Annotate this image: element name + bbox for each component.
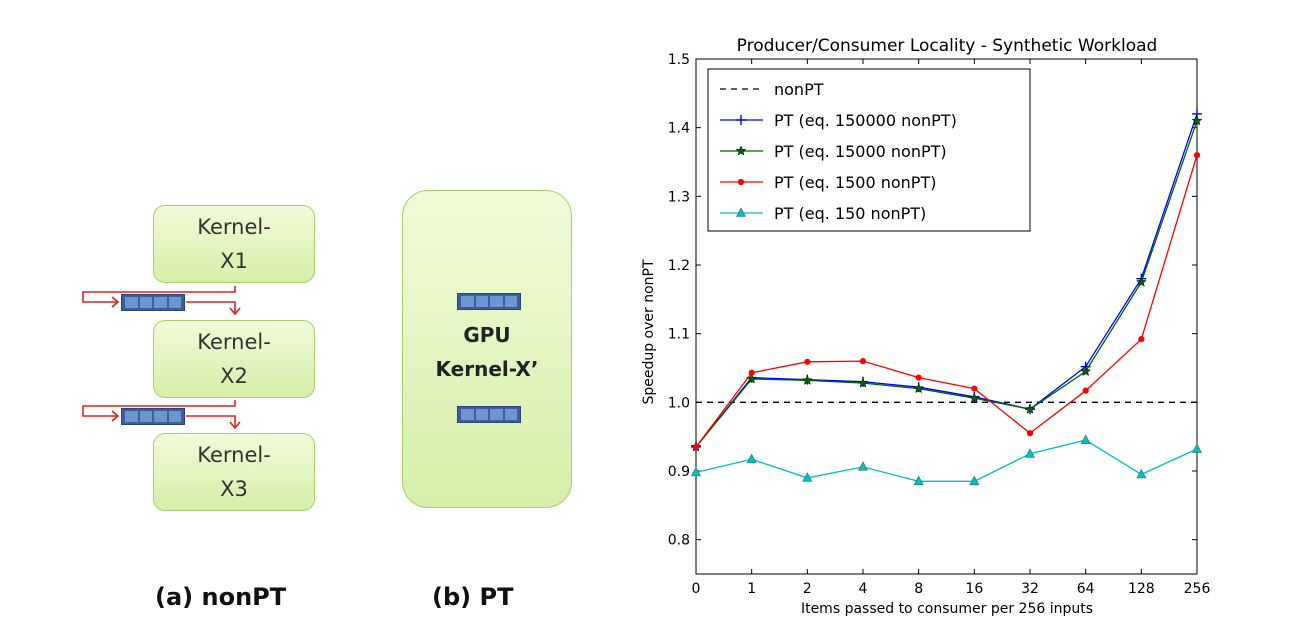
y-tick-label-4: 1.2 [668, 258, 690, 274]
series-4-point-6 [1025, 448, 1035, 458]
x-tick-label-5: 16 [965, 581, 983, 597]
y-tick-label-6: 1.4 [668, 121, 690, 137]
queue-x1-x2 [121, 294, 185, 311]
series-3-point-2 [804, 358, 811, 365]
kernel-x1-box: Kernel- X1 [153, 205, 315, 283]
arrow-x1-x2 [82, 286, 241, 316]
series-4-point-0 [691, 466, 701, 477]
x-tick-label-7: 64 [1077, 581, 1095, 597]
legend-marker-3 [737, 178, 745, 186]
arrow-x2-x3 [82, 400, 241, 430]
gpu-queue-bottom [457, 406, 521, 423]
gpu-kernel-label: GPU Kernel-X’ [435, 323, 539, 381]
series-2 [690, 115, 1203, 452]
y-tick-label-0: 0.8 [668, 533, 690, 549]
series-3-point-9 [1193, 152, 1201, 159]
diagram-panel: Kernel- X1 Kernel- X2 Kernel- X3 GPU Ker… [0, 0, 640, 638]
y-tick-label-7: 1.5 [668, 52, 690, 68]
series-2-point-5 [968, 392, 980, 403]
series-3-point-0 [692, 443, 700, 451]
series-3-point-4 [915, 374, 922, 381]
series-3-point-7 [1082, 387, 1089, 394]
y-tick-label-1: 0.9 [668, 464, 690, 480]
x-tick-label-4: 8 [914, 581, 923, 597]
legend-box [707, 68, 1031, 232]
series-3-point-8 [1138, 336, 1145, 343]
chart-title: Producer/Consumer Locality - Synthetic W… [737, 36, 1158, 56]
series-2-point-6 [1024, 403, 1036, 414]
caption-pt: (b) PT [432, 583, 514, 611]
x-tick-label-6: 32 [1021, 581, 1039, 597]
series-4 [691, 434, 1202, 486]
legend-marker-2 [735, 145, 747, 156]
series-4-point-4 [913, 475, 924, 486]
series-line-1 [695, 113, 1198, 448]
caption-nonpt: (a) nonPT [155, 583, 287, 611]
legend-entry-3: PT (eq. 1500 nonPT) [774, 173, 936, 192]
series-3-point-3 [859, 358, 867, 365]
series-3-point-5 [971, 385, 978, 392]
legend-marker-4 [736, 207, 746, 217]
x-axis-label: Items passed to consumer per 256 inputs [801, 601, 1093, 617]
series-2-point-9 [1191, 115, 1203, 126]
legend: nonPT PT (eq. 150000 nonPT) PT (eq. 15000 … [707, 68, 1031, 232]
series-2-point-8 [1135, 276, 1147, 287]
series-2-point-3 [857, 377, 869, 388]
series-2-point-2 [801, 374, 813, 385]
legend-entry-4: PT (eq. 150 nonPT) [774, 204, 926, 223]
legend-entry-1: PT (eq. 150000 nonPT) [774, 111, 957, 130]
x-tick-label-9: 256 [1184, 581, 1211, 597]
series-4-point-5 [969, 475, 980, 486]
y-tick-label-3: 1.1 [668, 327, 690, 343]
transfer-arrows [82, 286, 241, 430]
series-4-point-7 [1080, 434, 1091, 444]
kernel-x3-label: Kernel- X3 [197, 443, 271, 501]
series-4-point-9 [1192, 443, 1202, 453]
series-line-2 [695, 120, 1198, 448]
legend-marker-1 [736, 115, 746, 125]
series-2-point-4 [913, 382, 925, 394]
series-line-3 [695, 154, 1198, 448]
plot-frame [695, 58, 1198, 575]
kernel-x3-box: Kernel- X3 [153, 433, 315, 511]
legend-entry-2: PT (eq. 15000 nonPT) [774, 142, 947, 161]
y-tick-label-2: 1.0 [668, 395, 690, 411]
gpu-kernel-box [402, 190, 572, 508]
x-tick-label-0: 0 [692, 581, 701, 597]
series-4-point-3 [858, 461, 868, 471]
series-2-point-7 [1080, 365, 1092, 377]
gpu-queue-top [457, 293, 521, 310]
x-tick-label-1: 1 [747, 581, 756, 597]
series-3-point-1 [748, 369, 755, 376]
series-4-point-2 [802, 472, 813, 482]
series-3 [692, 152, 1201, 451]
kernel-x1-label: Kernel- X1 [197, 215, 271, 273]
kernel-x2-box: Kernel- X2 [153, 320, 315, 398]
legend-entry-0: nonPT [774, 80, 824, 99]
series-4-point-1 [746, 453, 757, 464]
series-4-point-8 [1136, 468, 1147, 479]
series-line-4 [695, 439, 1198, 482]
y-axis-label: Speedup over nonPT [641, 259, 657, 405]
kernel-x2-label: Kernel- X2 [197, 330, 271, 388]
x-tick-label-8: 128 [1128, 581, 1155, 597]
y-tick-label-5: 1.3 [668, 189, 690, 205]
series-3-point-6 [1026, 430, 1034, 437]
queue-x2-x3 [121, 408, 185, 425]
x-tick-label-2: 2 [803, 581, 812, 597]
x-tick-label-3: 4 [859, 581, 868, 597]
